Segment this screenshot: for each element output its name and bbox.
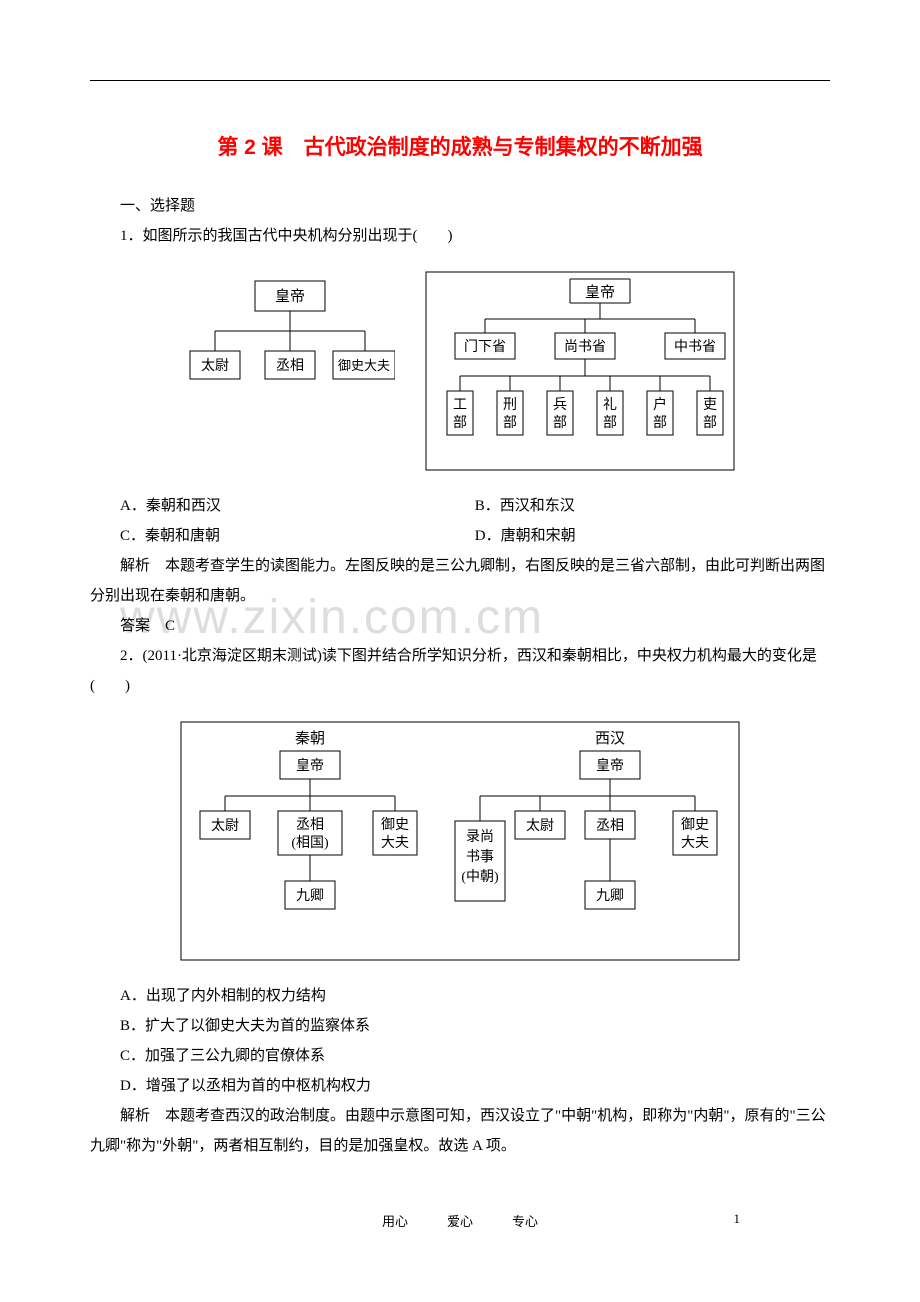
svg-text:礼: 礼 xyxy=(603,397,617,413)
svg-text:部: 部 xyxy=(603,415,617,431)
svg-text:吏: 吏 xyxy=(703,397,717,413)
q1-optA: A．秦朝和西汉 xyxy=(90,491,475,521)
q1-optD: D．唐朝和宋朝 xyxy=(475,521,576,551)
svg-text:丞相: 丞相 xyxy=(296,817,324,833)
svg-text:户: 户 xyxy=(653,396,667,413)
footer-text: 用心 爱心 专心 xyxy=(382,1214,538,1229)
q1-optB: B．西汉和东汉 xyxy=(475,491,575,521)
q1-optC: C．秦朝和唐朝 xyxy=(90,521,475,551)
d1l-n1: 丞相 xyxy=(276,358,304,374)
q2-optD: D．增强了以丞相为首的中枢机构权力 xyxy=(90,1071,830,1101)
d1r-top: 皇帝 xyxy=(585,284,615,301)
svg-text:部: 部 xyxy=(453,415,467,431)
d2r-m1: 丞相 xyxy=(596,818,624,834)
svg-text:大夫: 大夫 xyxy=(681,835,709,851)
d1r-m1: 尚书省 xyxy=(564,339,606,355)
lesson-title: 第 2 课 古代政治制度的成熟与专制集权的不断加强 xyxy=(90,131,830,161)
d2l-title: 秦朝 xyxy=(295,730,325,747)
svg-text:部: 部 xyxy=(553,415,567,431)
q2-optB: B．扩大了以御史大夫为首的监察体系 xyxy=(90,1011,830,1041)
svg-text:大夫: 大夫 xyxy=(381,835,409,851)
q1-stem: 1．如图所示的我国古代中央机构分别出现于( ) xyxy=(90,221,830,251)
d1r-m2: 中书省 xyxy=(674,339,716,355)
q2-optA: A．出现了内外相制的权力结构 xyxy=(90,981,830,1011)
d2r-title: 西汉 xyxy=(595,730,625,747)
svg-text:书事: 书事 xyxy=(466,849,494,865)
d1r-m0: 门下省 xyxy=(464,339,506,355)
d2r-bottom: 九卿 xyxy=(596,888,624,904)
top-rule xyxy=(90,80,830,81)
d2r-m0: 太尉 xyxy=(526,818,554,834)
svg-text:兵: 兵 xyxy=(553,397,567,413)
q1-answer: 答案 C xyxy=(90,611,830,641)
d1l-n2: 御史大夫 xyxy=(338,358,390,373)
q1-analysis: 解析 本题考查学生的读图能力。左图反映的是三公九卿制，右图反映的是三省六部制，由… xyxy=(90,551,830,611)
d1l-top: 皇帝 xyxy=(275,288,305,305)
page-number: 1 xyxy=(734,1211,741,1227)
q2-diagram: 秦朝 皇帝 太尉 丞相 (相国) 御史 大夫 xyxy=(90,721,830,961)
svg-text:刑: 刑 xyxy=(503,397,517,413)
d2l-top: 皇帝 xyxy=(296,758,324,774)
q2-stem: 2．(2011·北京海淀区期末测试)读下图并结合所学知识分析，西汉和秦朝相比，中… xyxy=(90,641,830,701)
footer: 用心 爱心 专心 1 xyxy=(90,1211,830,1230)
svg-text:部: 部 xyxy=(703,415,717,431)
d1l-n0: 太尉 xyxy=(201,358,229,374)
svg-text:部: 部 xyxy=(503,415,517,431)
svg-text:(中朝): (中朝) xyxy=(461,869,499,885)
d2r-top: 皇帝 xyxy=(596,758,624,774)
section-heading: 一、选择题 xyxy=(90,191,830,221)
q2-diagram-svg: 秦朝 皇帝 太尉 丞相 (相国) 御史 大夫 xyxy=(180,721,740,961)
q1-diagram-right: 皇帝 门下省 尚书省 中书省 xyxy=(425,271,735,471)
d2l-m0: 太尉 xyxy=(211,818,239,834)
svg-text:(相国): (相国) xyxy=(291,835,329,851)
svg-text:录尚: 录尚 xyxy=(466,829,494,845)
svg-text:御史: 御史 xyxy=(681,817,709,833)
q1-diagram-left: 皇帝 太尉 丞相 御史大夫 xyxy=(185,271,395,441)
q1-diagram: 皇帝 太尉 丞相 御史大夫 皇帝 xyxy=(90,271,830,471)
svg-text:部: 部 xyxy=(653,415,667,431)
d2l-bottom: 九卿 xyxy=(296,888,324,904)
svg-text:工: 工 xyxy=(453,398,467,413)
svg-text:御史: 御史 xyxy=(381,817,409,833)
q2-analysis: 解析 本题考查西汉的政治制度。由题中示意图可知，西汉设立了"中朝"机构，即称为"… xyxy=(90,1101,830,1161)
q2-optC: C．加强了三公九卿的官僚体系 xyxy=(90,1041,830,1071)
